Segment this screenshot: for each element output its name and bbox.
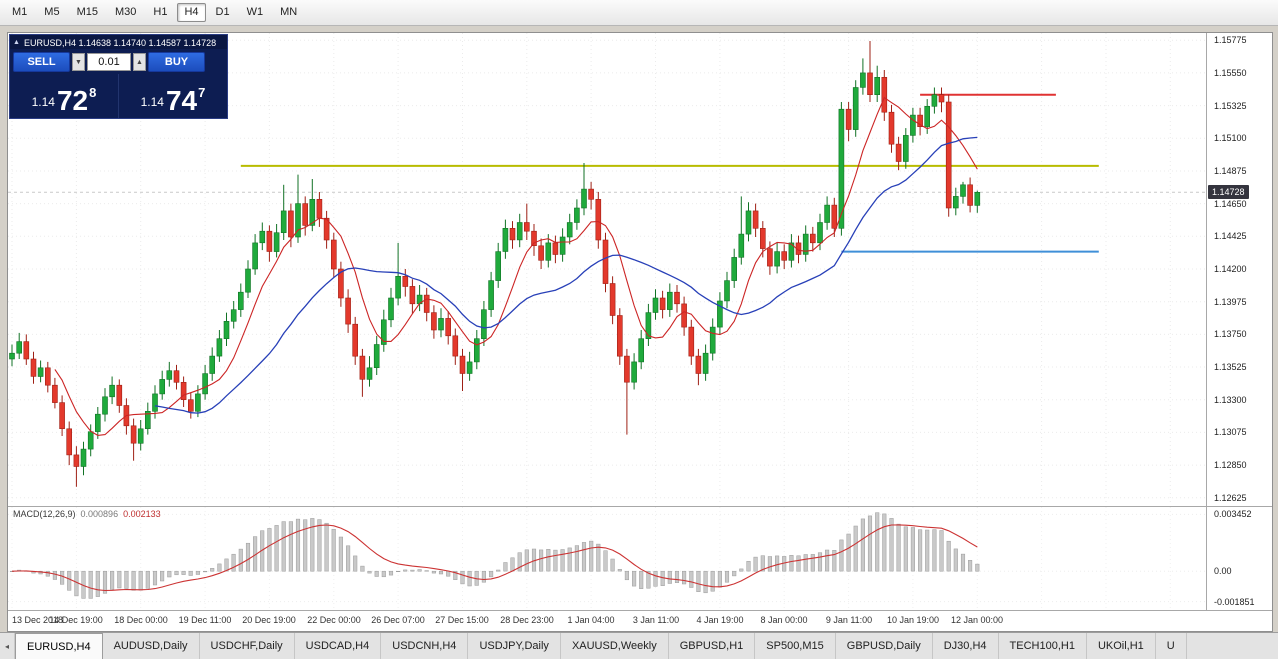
trade-panel-header: ▲ EURUSD,H4 1.14638 1.14740 1.14587 1.14… (10, 35, 227, 49)
timeframe-button-h4[interactable]: H4 (177, 3, 206, 22)
chart-window: ▲ EURUSD,H4 1.14638 1.14740 1.14587 1.14… (7, 32, 1273, 632)
time-axis-label: 27 Dec 15:00 (435, 615, 489, 625)
chart-tabs: EURUSD,H4 AUDUSD,Daily USDCHF,Daily USDCAD,… (15, 633, 1187, 659)
time-axis-label: 13 Dec 2018 (12, 615, 64, 625)
price-axis-label: 1.12850 (1214, 460, 1247, 470)
one-click-trading-panel: ▲ EURUSD,H4 1.14638 1.14740 1.14587 1.14… (9, 34, 228, 119)
buy-button[interactable]: BUY (148, 52, 205, 72)
time-axis-label: 10 Jan 19:00 (886, 615, 940, 625)
main-chart-pane[interactable]: ▲ EURUSD,H4 1.14638 1.14740 1.14587 1.14… (8, 33, 1206, 506)
price-axis-label: 1.14425 (1214, 231, 1247, 241)
chart-tab-usdjpy-daily[interactable]: USDJPY,Daily (468, 633, 561, 659)
buy-price-prefix: 1.14 (140, 95, 164, 109)
chart-tab-usdcnh-h4[interactable]: USDCNH,H4 (381, 633, 469, 659)
buy-price-pip-digit: 7 (198, 85, 206, 100)
volume-decrease-button[interactable]: ▼ (72, 53, 85, 71)
chart-tab-dj30-h4[interactable]: DJ30,H4 (933, 633, 999, 659)
chart-tab-tech100-h1[interactable]: TECH100,H1 (999, 633, 1087, 659)
price-axis-label: 1.14875 (1214, 166, 1247, 176)
price-axis-label: 1.12625 (1214, 493, 1247, 503)
pane-separator[interactable] (8, 506, 1272, 507)
chart-tab-xauusd-weekly[interactable]: XAUUSD,Weekly (561, 633, 669, 659)
buy-price-big-digits: 74 (165, 84, 198, 116)
time-axis-label: 18 Dec 00:00 (114, 615, 168, 625)
sell-price-prefix: 1.14 (31, 95, 55, 109)
timeframe-toolbar: M1 M5 M15 M30 H1 H4 D1 W1 MN (0, 0, 1278, 26)
buy-price-display[interactable]: 1.14 74 7 (119, 74, 227, 118)
collapse-arrow-icon[interactable]: ▲ (13, 39, 20, 46)
timeframe-button-m15[interactable]: M15 (76, 6, 98, 18)
time-axis[interactable]: 13 Dec 2018 14 Dec 19:00 18 Dec 00:00 19 De… (8, 611, 1206, 630)
time-axis-label: 19 Dec 11:00 (178, 615, 232, 625)
time-axis-label: 28 Dec 23:00 (500, 615, 554, 625)
macd-axis-label: -0.001851 (1214, 597, 1255, 607)
timeframe-button-d1[interactable]: D1 (215, 6, 230, 18)
time-axis-label: 1 Jan 04:00 (567, 615, 615, 625)
chart-tab-usdchf-daily[interactable]: USDCHF,Daily (200, 633, 295, 659)
macd-axis-label: 0.003452 (1214, 509, 1252, 519)
timeframe-button-m30[interactable]: M30 (114, 6, 137, 18)
macd-axis-label: 0.00 (1214, 566, 1232, 576)
macd-indicator-label: MACD(12,26,9) 0.000896 0.002133 (13, 509, 161, 519)
candlestick-chart (8, 33, 1205, 505)
chart-tab-u[interactable]: U (1156, 633, 1187, 659)
price-axis-label: 1.13975 (1214, 297, 1247, 307)
macd-value: 0.000896 (80, 509, 119, 519)
sell-button[interactable]: SELL (13, 52, 70, 72)
price-axis-label: 1.15775 (1214, 35, 1247, 45)
tab-scroll-left-icon[interactable]: ◂ (0, 633, 15, 659)
sell-price-big-digits: 72 (56, 84, 89, 116)
price-axis-label: 1.15325 (1214, 101, 1247, 111)
axis-separator (1206, 33, 1207, 611)
chart-tabs-bar: ◂ EURUSD,H4 AUDUSD,Daily USDCHF,Daily USDCA… (0, 632, 1278, 659)
price-axis-label: 1.13525 (1214, 362, 1247, 372)
chart-tab-eurusd-h4[interactable]: EURUSD,H4 (15, 633, 103, 659)
chart-tab-ukoil-h1[interactable]: UKOil,H1 (1087, 633, 1156, 659)
macd-signal-value: 0.002133 (123, 509, 161, 519)
time-axis-label: 14 Dec 19:00 (49, 615, 103, 625)
time-axis-label: 26 Dec 07:00 (371, 615, 425, 625)
chart-tab-usdcad-h4[interactable]: USDCAD,H4 (295, 633, 382, 659)
pane-separator[interactable] (8, 610, 1272, 611)
price-axis-label: 1.13075 (1214, 427, 1247, 437)
sell-price-display[interactable]: 1.14 72 8 (10, 74, 119, 118)
time-axis-label: 20 Dec 19:00 (242, 615, 296, 625)
time-axis-label: 12 Jan 00:00 (950, 615, 1004, 625)
macd-indicator-pane[interactable]: MACD(12,26,9) 0.000896 0.002133 (8, 507, 1206, 610)
price-axis-label: 1.14200 (1214, 264, 1247, 274)
price-axis-label: 1.15100 (1214, 133, 1247, 143)
price-axis-label: 1.13750 (1214, 329, 1247, 339)
volume-input[interactable] (87, 53, 131, 71)
current-price-tag: 1.14728 (1208, 185, 1249, 199)
timeframe-button-mn[interactable]: MN (280, 6, 298, 18)
chart-tab-audusd-daily[interactable]: AUDUSD,Daily (103, 633, 200, 659)
timeframe-button-w1[interactable]: W1 (246, 6, 264, 18)
sell-price-pip-digit: 8 (89, 85, 97, 100)
time-axis-label: 4 Jan 19:00 (696, 615, 744, 625)
timeframe-button-h1[interactable]: H1 (153, 6, 168, 18)
chart-tab-sp500-m15[interactable]: SP500,M15 (755, 633, 836, 659)
macd-name: MACD(12,26,9) (13, 509, 76, 519)
chart-tab-gbpusd-h1[interactable]: GBPUSD,H1 (669, 633, 756, 659)
chart-title-ohlc: EURUSD,H4 1.14638 1.14740 1.14587 1.1472… (23, 37, 217, 48)
time-axis-label: 9 Jan 11:00 (825, 615, 873, 625)
time-axis-label: 8 Jan 00:00 (760, 615, 808, 625)
price-axis-label: 1.13300 (1214, 395, 1247, 405)
price-axis[interactable]: 1.15775 1.15550 1.15325 1.15100 1.14875 1.146… (1207, 33, 1272, 631)
price-axis-label: 1.14650 (1214, 199, 1247, 209)
price-axis-label: 1.15550 (1214, 68, 1247, 78)
volume-increase-button[interactable]: ▲ (133, 53, 146, 71)
chart-tab-gbpusd-daily[interactable]: GBPUSD,Daily (836, 633, 933, 659)
timeframe-button-m5[interactable]: M5 (44, 6, 60, 18)
timeframe-button-m1[interactable]: M1 (12, 6, 28, 18)
macd-chart (8, 507, 1205, 609)
time-axis-label: 22 Dec 00:00 (307, 615, 361, 625)
time-axis-label: 3 Jan 11:00 (632, 615, 680, 625)
